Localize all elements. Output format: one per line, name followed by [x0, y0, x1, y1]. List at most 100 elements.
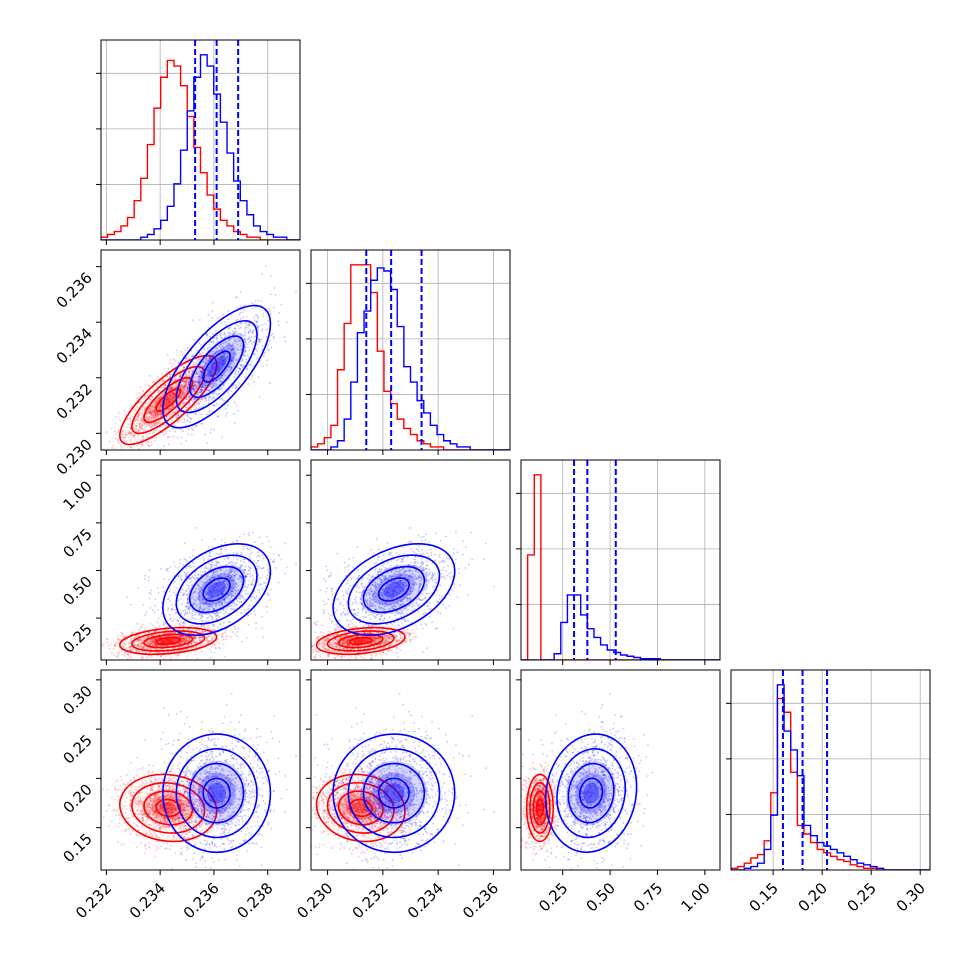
scatter-point — [220, 368, 223, 370]
scatter-point — [141, 656, 144, 658]
scatter-point — [231, 344, 233, 347]
scatter-point — [215, 615, 218, 617]
scatter-point — [135, 427, 137, 430]
scatter-point — [190, 355, 193, 358]
scatter-point — [170, 387, 173, 389]
scatter-point — [150, 589, 153, 592]
scatter-point — [165, 655, 168, 657]
scatter-point — [182, 610, 185, 612]
scatter-point — [264, 264, 267, 267]
scatter-point — [150, 592, 152, 595]
scatter-point — [234, 369, 237, 372]
scatter-point — [117, 438, 119, 441]
scatter-point — [223, 348, 225, 351]
scatter-point — [102, 642, 105, 645]
scatter-point — [274, 293, 277, 296]
scatter-point — [185, 398, 188, 400]
scatter-point — [133, 439, 136, 441]
scatter-point — [160, 395, 163, 398]
scatter-point — [148, 416, 151, 419]
scatter-point — [244, 327, 247, 329]
scatter-point — [129, 446, 132, 449]
scatter-point — [184, 391, 187, 394]
scatter-point — [152, 422, 155, 424]
scatter-point — [222, 360, 225, 362]
scatter-point — [222, 360, 225, 363]
scatter-point — [261, 323, 264, 326]
scatter-point — [207, 360, 210, 363]
scatter-point — [249, 553, 252, 556]
y-tick-label: 0.230 — [53, 435, 96, 478]
scatter-point — [204, 642, 207, 645]
scatter-point — [118, 411, 121, 414]
scatter-point — [228, 338, 231, 341]
scatter-point — [166, 353, 169, 356]
scatter-point — [148, 374, 151, 377]
scatter-point — [248, 341, 251, 343]
scatter-point — [172, 393, 175, 396]
scatter-point — [247, 608, 250, 610]
scatter-point — [144, 577, 147, 580]
scatter-point — [107, 455, 109, 457]
scatter-point — [165, 398, 168, 401]
scatter-point — [129, 418, 131, 420]
scatter-point — [210, 364, 213, 366]
scatter-point — [135, 425, 138, 428]
scatter-point — [147, 402, 150, 405]
scatter-point — [215, 374, 217, 377]
scatter-point — [209, 370, 212, 373]
scatter-point — [223, 372, 226, 375]
scatter-point — [129, 432, 132, 435]
scatter-point — [167, 370, 169, 373]
scatter-point — [138, 412, 141, 415]
scatter-point — [110, 446, 113, 449]
scatter-point — [147, 656, 150, 659]
scatter-point — [183, 420, 186, 423]
scatter-point — [195, 424, 198, 427]
scatter-point — [224, 334, 227, 337]
scatter-point — [255, 324, 258, 326]
scatter-point — [147, 576, 150, 579]
scatter-point — [212, 404, 215, 407]
scatter-point — [187, 373, 190, 376]
scatter-point — [270, 588, 273, 591]
scatter-point — [191, 580, 193, 582]
scatter-point — [243, 376, 246, 379]
scatter-point — [211, 619, 214, 622]
scatter-point — [258, 338, 261, 341]
scatter-point — [200, 638, 203, 641]
scatter-point — [213, 366, 216, 368]
scatter-point — [147, 440, 150, 443]
scatter-point — [198, 406, 201, 409]
scatter-point — [141, 437, 144, 440]
scatter-point — [163, 632, 166, 635]
scatter-point — [189, 417, 192, 420]
scatter-point — [172, 397, 175, 400]
scatter-point — [195, 380, 198, 382]
scatter-point — [195, 393, 198, 395]
scatter-point — [183, 614, 186, 617]
scatter-point — [210, 615, 213, 618]
scatter-point — [146, 442, 149, 445]
scatter-point — [153, 416, 156, 418]
scatter-point — [224, 548, 227, 551]
scatter-point — [285, 321, 288, 324]
scatter-point — [241, 365, 243, 368]
scatter-point — [196, 402, 199, 405]
scatter-point — [117, 654, 119, 657]
scatter-point — [133, 637, 135, 639]
scatter-point — [213, 362, 216, 365]
scatter-point — [156, 414, 159, 417]
scatter-point — [166, 398, 169, 401]
scatter-point — [221, 360, 223, 362]
scatter-point — [129, 643, 132, 645]
scatter-point — [156, 413, 159, 416]
scatter-point — [285, 566, 288, 569]
scatter-point — [172, 638, 175, 641]
scatter-point — [199, 391, 202, 394]
scatter-point — [183, 388, 186, 391]
scatter-point — [216, 339, 219, 341]
scatter-point — [259, 338, 262, 341]
scatter-point — [147, 418, 150, 420]
scatter-point — [214, 347, 217, 349]
